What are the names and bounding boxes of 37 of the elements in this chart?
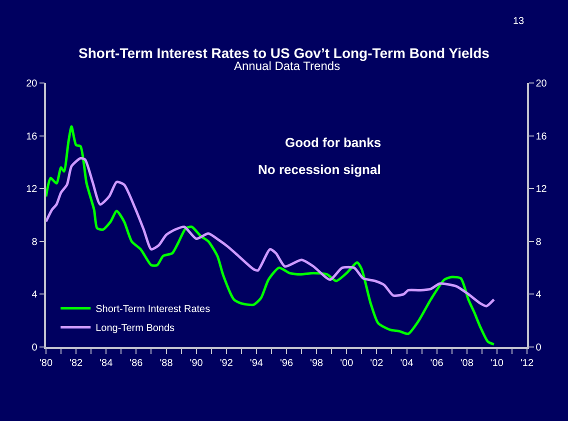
y-tick-label: 12 <box>26 184 38 196</box>
y-tick-label: 4 <box>32 290 38 301</box>
x-tick-label: '98 <box>310 358 324 369</box>
annotation: No recession signal <box>258 162 381 177</box>
y2-tick-label: 4 <box>536 290 542 301</box>
x-tick-label: '90 <box>190 358 204 369</box>
y2-tick-label: 0 <box>536 342 542 354</box>
y2-tick-label: 8 <box>536 236 542 248</box>
chart-subtitle: Annual Data Trends <box>234 59 340 73</box>
x-tick-label: '86 <box>130 358 144 369</box>
y-tick-label: 20 <box>26 78 38 90</box>
y-tick-label: 16 <box>26 131 38 142</box>
x-tick-label: '82 <box>70 358 84 369</box>
x-tick-label: '94 <box>250 358 264 369</box>
y2-tick-label: 16 <box>536 131 548 142</box>
text: 13 <box>513 16 525 27</box>
chart-title: Short-Term Interest Rates to US Gov’t Long-Term Bond Yields <box>78 45 490 62</box>
x-tick-label: '88 <box>160 358 174 369</box>
x-tick-label: '84 <box>100 358 114 369</box>
annotation: Good for banks <box>285 135 382 150</box>
x-tick-label: '04 <box>400 358 414 369</box>
y2-tick-label: 20 <box>536 78 548 90</box>
x-tick-label: '10 <box>490 358 504 369</box>
x-tick-label: '00 <box>340 358 354 369</box>
x-tick-label: '92 <box>220 358 234 369</box>
line-series <box>46 125 496 346</box>
y-tick-label: 8 <box>32 236 38 248</box>
legend-label: Long-Term Bonds <box>96 323 175 334</box>
x-tick-label: '08 <box>460 358 474 369</box>
legend-label: Short-Term Interest Rates <box>96 304 210 316</box>
x-tick-label: '80 <box>39 358 53 369</box>
x-tick-label: '12 <box>520 358 534 369</box>
x-tick-label: '02 <box>370 358 384 369</box>
x-tick-label: '96 <box>280 358 294 369</box>
y2-tick-label: 12 <box>536 184 548 196</box>
y-tick-label: 0 <box>32 342 38 354</box>
x-tick-label: '06 <box>430 358 444 369</box>
